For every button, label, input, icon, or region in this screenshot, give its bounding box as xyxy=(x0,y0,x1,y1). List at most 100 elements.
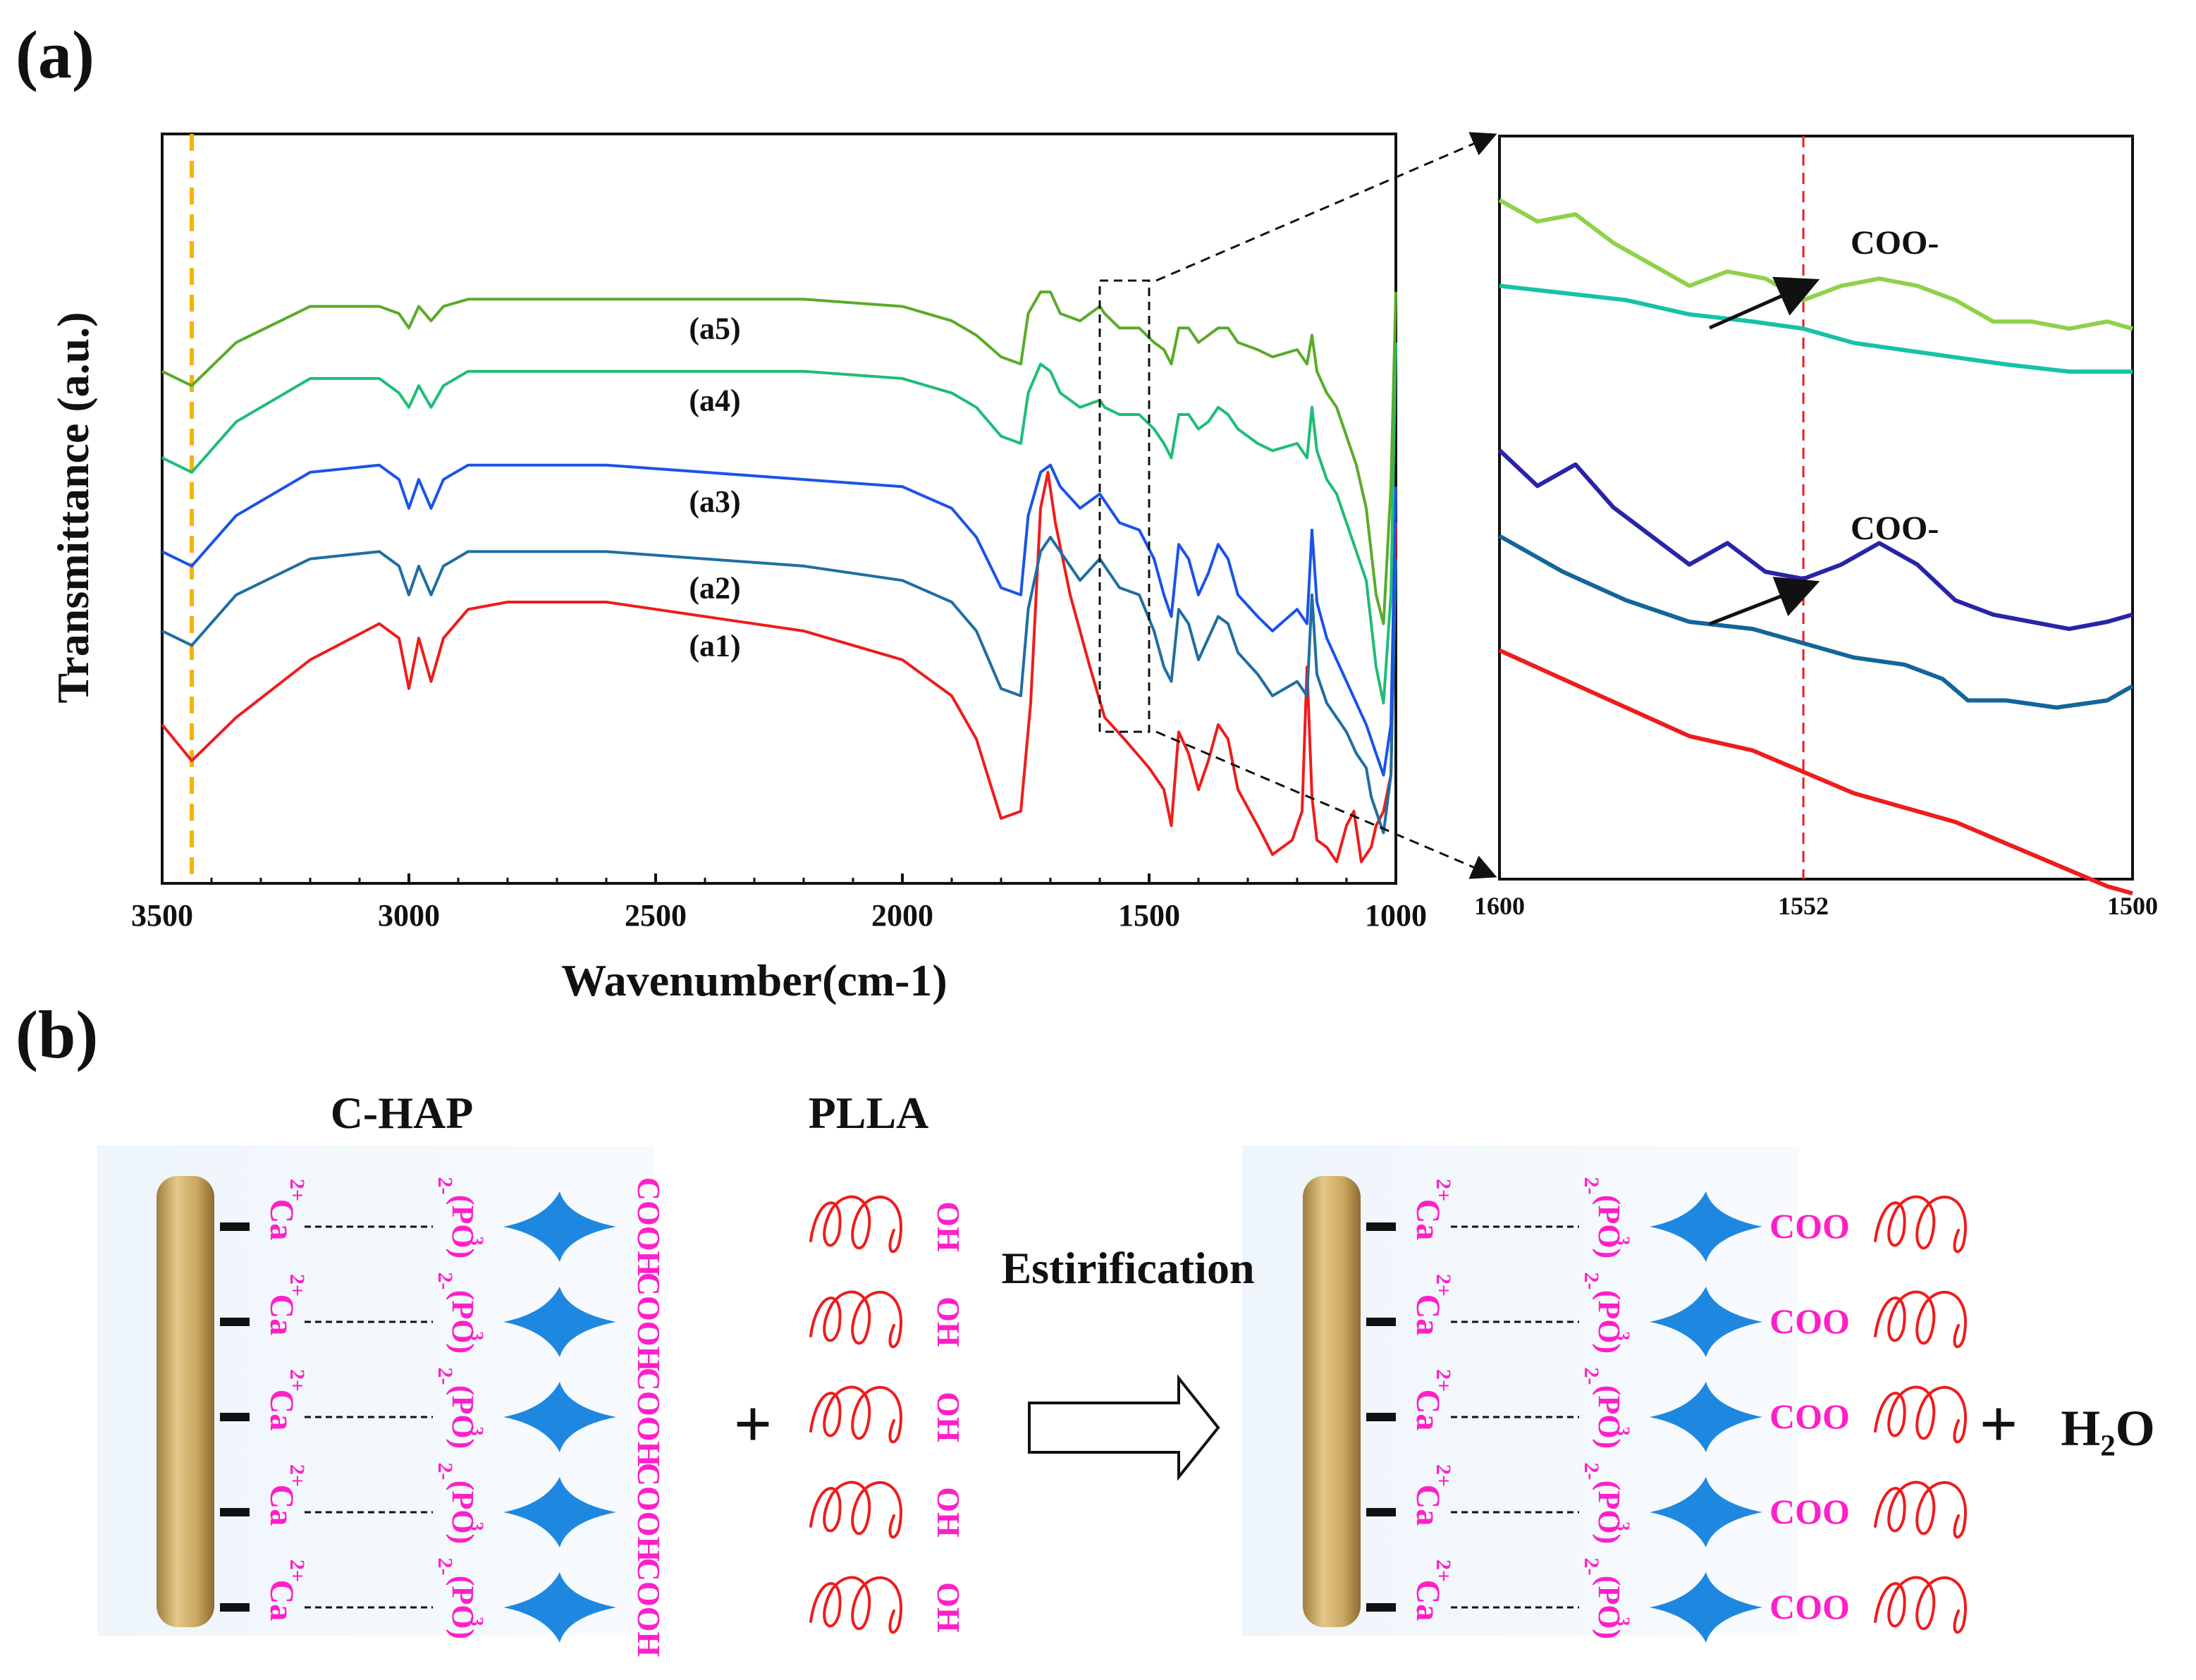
phosphate-label: (PO) xyxy=(1592,1195,1626,1258)
calcium-charge-label: 2+ xyxy=(1432,1274,1455,1296)
inset-x-tick-label: 1500 xyxy=(2107,892,2158,920)
x-tick-label: 3000 xyxy=(378,898,440,933)
phosphate-label: (PO) xyxy=(446,1385,480,1449)
phosphate-charge-label: 2- xyxy=(434,1558,457,1576)
cooh-group-label: COOH xyxy=(631,1558,667,1657)
series-line-a4 xyxy=(161,342,1397,705)
plla-chain-icon xyxy=(1874,1290,1967,1349)
inset-x-tick-label: 1600 xyxy=(1474,892,1525,920)
x-tick-label: 1500 xyxy=(1118,898,1180,933)
phosphate-subscript: 3 xyxy=(1613,1237,1633,1246)
plus-sign-2: + xyxy=(1980,1386,2018,1461)
coo-group-label: COO xyxy=(1769,1587,1850,1626)
hap-crystal-star-icon xyxy=(503,1287,616,1357)
main-y-axis-label: Transmittance (a.u.) xyxy=(48,312,98,703)
plla-title: PLLA xyxy=(809,1088,929,1138)
phosphate-label: (PO) xyxy=(1592,1480,1626,1544)
series-label-a4: (a4) xyxy=(689,384,740,418)
plla-chain-icon xyxy=(1874,1480,1967,1539)
phosphate-label: (PO) xyxy=(446,1576,480,1639)
coo-annotation: COO- xyxy=(1851,510,1939,547)
calcium-charge-label: 2+ xyxy=(1432,1179,1455,1201)
right-hap-rod xyxy=(1303,1176,1361,1627)
calcium-ion-label: Ca xyxy=(263,1294,300,1336)
hap-crystal-star-icon xyxy=(1650,1572,1762,1643)
calcium-ion-label: Ca xyxy=(1409,1199,1447,1241)
hap-crystal-star-icon xyxy=(1650,1382,1762,1452)
phosphate-charge-label: 2- xyxy=(434,1273,457,1290)
calcium-charge-label: 2+ xyxy=(286,1369,309,1392)
phosphate-label: (PO) xyxy=(1592,1290,1626,1354)
phosphate-label: (PO) xyxy=(1592,1385,1626,1449)
series-label-a5: (a5) xyxy=(689,311,740,345)
cooh-group-label: COOH xyxy=(631,1273,667,1372)
bond-bar xyxy=(220,1318,250,1326)
inset-series-line-a1 xyxy=(1498,648,2133,896)
plus-sign-1: + xyxy=(734,1386,773,1461)
oh-group-label: OH xyxy=(931,1296,967,1347)
inset-series-line-a2 xyxy=(1498,534,2134,710)
zoom-connector-top xyxy=(1155,132,1497,282)
phosphate-charge-label: 2- xyxy=(1580,1177,1603,1195)
calcium-charge-label: 2+ xyxy=(1432,1369,1455,1392)
inset-series-line-a5 xyxy=(1498,198,2133,331)
bond-bar xyxy=(1366,1222,1396,1231)
hap-crystal-star-icon xyxy=(1650,1477,1762,1547)
plla-chain-icon xyxy=(1874,1385,1967,1444)
cooh-group-label: COOH xyxy=(631,1177,667,1277)
bond-bar xyxy=(1366,1413,1396,1421)
series-label-a3: (a3) xyxy=(689,484,740,519)
phosphate-subscript: 3 xyxy=(1613,1332,1633,1341)
coo-group-label: COO xyxy=(1769,1397,1850,1436)
calcium-charge-label: 2+ xyxy=(286,1559,309,1582)
plla-chain-icon xyxy=(809,1576,902,1634)
phosphate-charge-label: 2- xyxy=(1580,1558,1603,1576)
bond-bar xyxy=(1366,1603,1396,1612)
bond-bar xyxy=(220,1508,250,1516)
oh-group-label: OH xyxy=(931,1392,967,1442)
calcium-charge-label: 2+ xyxy=(1432,1464,1455,1487)
zoom-connector-bottom xyxy=(1155,730,1497,879)
calcium-charge-label: 2+ xyxy=(1432,1559,1455,1582)
phosphate-charge-label: 2- xyxy=(1580,1368,1603,1385)
hap-crystal-star-icon xyxy=(503,1572,616,1643)
phosphate-charge-label: 2- xyxy=(434,1463,457,1480)
x-tick-label: 1000 xyxy=(1365,898,1427,933)
inset-series-line-a3 xyxy=(1497,448,2133,632)
c-hap-title: C-HAP xyxy=(331,1088,474,1138)
plla-chain-icon xyxy=(1874,1576,1967,1634)
phosphate-subscript: 3 xyxy=(1613,1617,1633,1626)
hap-crystal-star-icon xyxy=(503,1382,616,1452)
coo-group-label: COO xyxy=(1769,1206,1850,1246)
calcium-ion-label: Ca xyxy=(1409,1580,1447,1621)
coo-annotation-arrow xyxy=(1709,577,1820,626)
calcium-ion-label: Ca xyxy=(1409,1294,1447,1336)
inset-x-tick-label: 1552 xyxy=(1778,892,1829,920)
phosphate-label: (PO) xyxy=(1592,1576,1626,1639)
series-label-a2: (a2) xyxy=(689,571,740,606)
phosphate-label: (PO) xyxy=(446,1290,480,1354)
phosphate-label: (PO) xyxy=(446,1480,480,1544)
phosphate-charge-label: 2- xyxy=(1580,1463,1603,1480)
cooh-group-label: COOH xyxy=(631,1368,667,1467)
series-line-a3 xyxy=(161,463,1397,777)
panel-a-label: (a) xyxy=(16,17,94,92)
calcium-ion-label: Ca xyxy=(263,1580,300,1621)
inset-plot-frame xyxy=(1498,135,2134,881)
calcium-ion-label: Ca xyxy=(263,1485,300,1526)
phosphate-subscript: 3 xyxy=(1613,1522,1633,1531)
x-tick-label: 3500 xyxy=(131,898,193,933)
phosphate-charge-label: 2- xyxy=(434,1368,457,1385)
series-line-a2 xyxy=(161,536,1397,835)
oh-group-label: OH xyxy=(931,1582,967,1633)
plla-chain-icon xyxy=(809,1290,902,1349)
x-tick-label: 2000 xyxy=(871,898,933,933)
calcium-ion-label: Ca xyxy=(263,1199,300,1241)
calcium-ion-label: Ca xyxy=(1409,1485,1447,1526)
bond-bar xyxy=(1366,1508,1396,1516)
panel-b-label: (b) xyxy=(16,997,98,1072)
phosphate-charge-label: 2- xyxy=(434,1177,457,1195)
coo-annotation: COO- xyxy=(1851,224,1939,262)
